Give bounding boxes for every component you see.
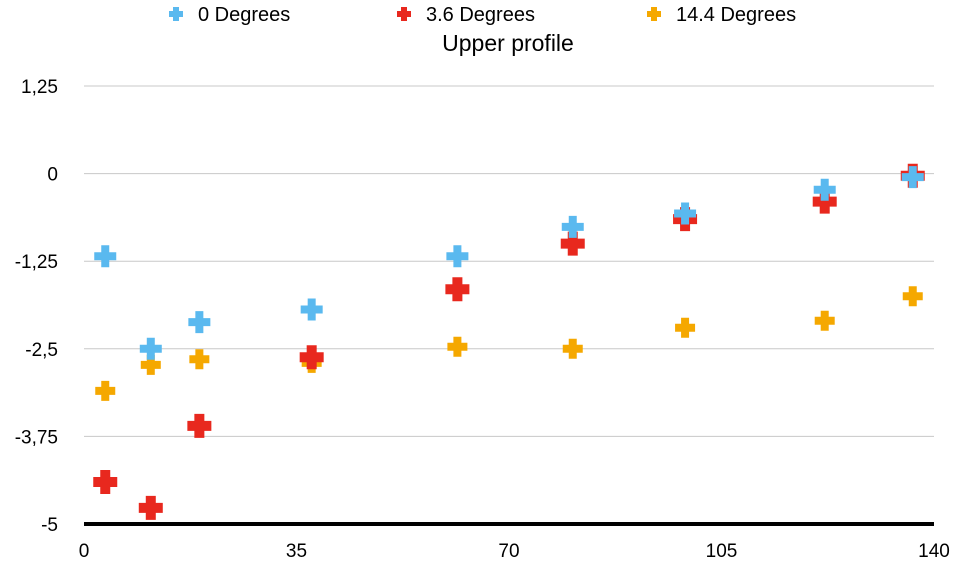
- data-point: [445, 277, 470, 302]
- data-point: [187, 413, 212, 438]
- data-point: [140, 354, 161, 375]
- data-point: [93, 469, 118, 494]
- data-point: [94, 245, 117, 268]
- x-tick-label: 105: [706, 541, 738, 562]
- x-tick-label: 140: [918, 541, 950, 562]
- data-point: [139, 337, 162, 360]
- data-point: [560, 231, 585, 256]
- legend-label: 3.6 Degrees: [426, 4, 535, 26]
- data-point: [562, 338, 583, 359]
- series-1: [93, 163, 925, 520]
- x-axis-ticks: 0 35 70 105 140: [79, 541, 950, 562]
- data-point: [902, 286, 923, 307]
- data-point: [299, 345, 324, 370]
- data-point: [95, 380, 116, 401]
- y-tick-label: -2,5: [25, 340, 58, 361]
- data-point: [446, 245, 469, 268]
- x-tick-label: 0: [79, 541, 90, 562]
- data-point: [814, 310, 835, 331]
- y-tick-label: -5: [41, 515, 58, 536]
- y-axis-ticks: 1,25 0 -1,25 -2,5 -3,75 -5: [15, 77, 58, 536]
- data-point: [674, 202, 697, 225]
- data-point: [189, 349, 210, 370]
- legend: 0 Degrees 3.6 Degrees 14.4 Degrees: [169, 4, 796, 26]
- data-point: [675, 317, 696, 338]
- data-point: [447, 336, 468, 357]
- legend-label: 14.4 Degrees: [676, 4, 796, 26]
- gridlines: [84, 85, 934, 437]
- x-tick-label: 35: [286, 541, 307, 562]
- legend-marker: [169, 7, 183, 21]
- data-point: [138, 495, 163, 520]
- data-point: [812, 189, 837, 214]
- data-points: [93, 163, 925, 520]
- legend-marker: [397, 7, 411, 21]
- y-tick-label: 0: [47, 165, 58, 186]
- chart-title: Upper profile: [442, 30, 574, 56]
- y-tick-label: -1,25: [15, 252, 58, 273]
- y-tick-label: 1,25: [21, 77, 58, 98]
- series-0: [94, 166, 924, 360]
- legend-label: 0 Degrees: [198, 4, 290, 26]
- data-point: [300, 298, 323, 321]
- x-tick-label: 70: [498, 541, 519, 562]
- data-point: [901, 166, 924, 189]
- data-point: [188, 311, 211, 334]
- series-2: [95, 286, 923, 401]
- data-point: [813, 178, 836, 201]
- y-tick-label: -3,75: [15, 427, 58, 448]
- data-point: [561, 215, 584, 238]
- legend-marker: [647, 7, 661, 21]
